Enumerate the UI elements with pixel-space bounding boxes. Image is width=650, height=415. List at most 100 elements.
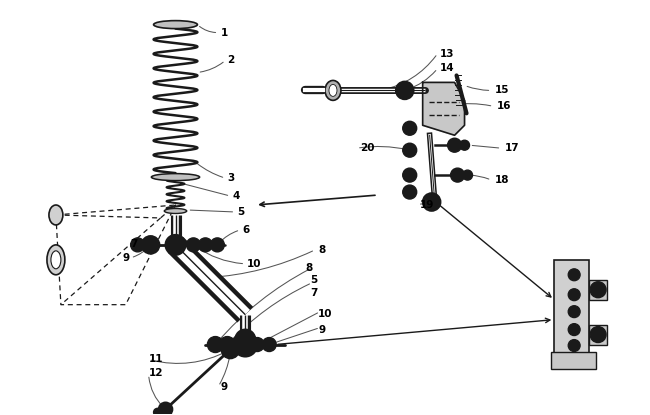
- Circle shape: [396, 81, 413, 99]
- Circle shape: [463, 170, 473, 180]
- Circle shape: [590, 282, 606, 298]
- Circle shape: [571, 343, 577, 348]
- Circle shape: [191, 242, 196, 247]
- Text: 9: 9: [318, 325, 325, 334]
- Circle shape: [215, 242, 220, 247]
- Circle shape: [568, 289, 580, 301]
- Circle shape: [266, 342, 272, 347]
- Text: 12: 12: [149, 369, 163, 378]
- Circle shape: [240, 339, 250, 349]
- Circle shape: [237, 342, 242, 347]
- Text: 10: 10: [318, 309, 333, 319]
- Text: 5: 5: [237, 207, 244, 217]
- Circle shape: [198, 238, 213, 252]
- Circle shape: [450, 168, 465, 182]
- Circle shape: [159, 403, 172, 415]
- Text: 16: 16: [497, 101, 511, 111]
- Circle shape: [422, 193, 441, 211]
- Circle shape: [227, 346, 234, 353]
- Text: 8: 8: [305, 263, 312, 273]
- Circle shape: [187, 238, 200, 252]
- Circle shape: [568, 339, 580, 352]
- Circle shape: [568, 324, 580, 336]
- Text: 14: 14: [439, 63, 454, 73]
- Circle shape: [403, 121, 417, 135]
- Circle shape: [148, 242, 153, 248]
- Circle shape: [407, 190, 412, 195]
- Text: 17: 17: [504, 143, 519, 153]
- Circle shape: [219, 337, 235, 352]
- Circle shape: [172, 241, 179, 249]
- Circle shape: [241, 336, 249, 344]
- Text: 5: 5: [310, 275, 317, 285]
- Text: 8: 8: [318, 245, 325, 255]
- Circle shape: [213, 342, 218, 347]
- Circle shape: [211, 238, 224, 252]
- Bar: [589, 280, 607, 300]
- Circle shape: [452, 143, 457, 148]
- Ellipse shape: [164, 208, 187, 213]
- Circle shape: [163, 407, 168, 412]
- Circle shape: [407, 173, 412, 178]
- Ellipse shape: [329, 84, 337, 96]
- Ellipse shape: [153, 21, 198, 29]
- Circle shape: [460, 140, 469, 150]
- Text: 1: 1: [220, 27, 228, 38]
- Circle shape: [203, 242, 208, 247]
- Circle shape: [590, 327, 606, 342]
- Circle shape: [231, 337, 247, 352]
- Text: 9: 9: [220, 382, 228, 393]
- Circle shape: [571, 292, 577, 297]
- Circle shape: [135, 242, 140, 247]
- Circle shape: [403, 168, 417, 182]
- Ellipse shape: [47, 245, 65, 275]
- Circle shape: [262, 337, 276, 352]
- Bar: [589, 325, 607, 344]
- Text: 2: 2: [227, 56, 235, 66]
- Circle shape: [407, 126, 412, 131]
- Text: 15: 15: [495, 85, 509, 95]
- Circle shape: [207, 337, 224, 352]
- Ellipse shape: [151, 173, 200, 181]
- Text: 6: 6: [242, 225, 250, 235]
- Text: 11: 11: [149, 354, 163, 364]
- Circle shape: [571, 327, 577, 332]
- Text: 3: 3: [227, 173, 235, 183]
- Circle shape: [401, 87, 408, 94]
- Circle shape: [568, 269, 580, 281]
- Circle shape: [142, 236, 159, 254]
- Ellipse shape: [51, 251, 61, 269]
- Bar: [551, 352, 596, 369]
- Bar: [554, 260, 589, 354]
- Circle shape: [403, 143, 417, 157]
- Circle shape: [407, 148, 412, 153]
- Circle shape: [233, 332, 257, 356]
- Circle shape: [455, 173, 460, 178]
- Text: 13: 13: [439, 49, 454, 59]
- Circle shape: [131, 238, 144, 252]
- Circle shape: [250, 337, 264, 352]
- Circle shape: [571, 272, 577, 277]
- Circle shape: [235, 330, 255, 349]
- Circle shape: [568, 306, 580, 317]
- Text: 18: 18: [495, 175, 509, 185]
- Polygon shape: [422, 83, 465, 135]
- Text: 9: 9: [123, 253, 130, 263]
- Circle shape: [153, 408, 162, 415]
- Text: 4: 4: [232, 191, 240, 201]
- Text: 7: 7: [310, 288, 317, 298]
- Circle shape: [403, 185, 417, 199]
- Circle shape: [428, 198, 435, 205]
- Circle shape: [255, 342, 260, 347]
- Circle shape: [166, 235, 185, 255]
- Circle shape: [224, 342, 230, 347]
- Ellipse shape: [49, 205, 63, 225]
- Text: 20: 20: [360, 143, 374, 153]
- Circle shape: [222, 341, 239, 359]
- Ellipse shape: [325, 81, 341, 100]
- Circle shape: [448, 138, 462, 152]
- Circle shape: [571, 309, 577, 314]
- Text: 19: 19: [420, 200, 434, 210]
- Text: 7: 7: [131, 239, 138, 249]
- Text: 10: 10: [247, 259, 262, 269]
